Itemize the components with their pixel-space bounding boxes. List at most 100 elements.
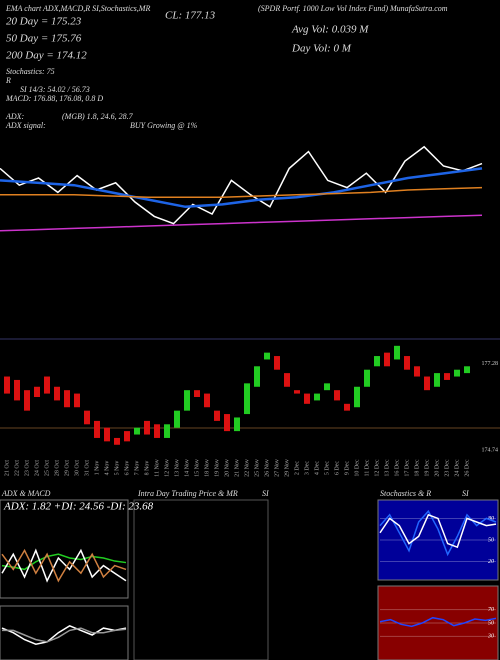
close: CL: 177.13 xyxy=(165,10,216,22)
candle xyxy=(414,366,420,377)
candle xyxy=(64,390,70,408)
x-tick-label: 20 Nov xyxy=(224,459,230,477)
y-tick-label: 80 xyxy=(488,516,494,522)
x-tick-label: 12 Dec xyxy=(374,459,380,476)
candle xyxy=(194,390,200,397)
candle xyxy=(394,345,400,360)
series-line xyxy=(0,214,483,232)
x-tick-label: 10 Dec xyxy=(354,459,360,476)
y-tick-label: 177.28 xyxy=(482,361,499,367)
candle xyxy=(234,417,240,432)
adx-values: (MGB) 1.8, 24.6, 28.7 xyxy=(62,112,134,121)
ema20: 20 Day = 175.23 xyxy=(6,16,82,28)
x-tick-label: 3 Dec xyxy=(304,461,310,475)
x-tick-label: 5 Nov xyxy=(114,461,120,476)
adx: ADX: xyxy=(5,112,25,121)
x-tick-label: 19 Dec xyxy=(424,459,430,476)
candle xyxy=(334,390,340,401)
x-tick-label: 28 Oct xyxy=(54,460,60,476)
x-tick-label: 24 Oct xyxy=(34,460,40,476)
x-tick-label: 13 Dec xyxy=(384,459,390,476)
rsi: SI 14/3: 54.02 / 56.73 xyxy=(20,85,90,94)
stoch: Stochastics: 75 xyxy=(6,67,55,76)
series-line xyxy=(379,616,497,628)
tabs: EMA chart ADX,MACD,R SI,Stochastics,MR xyxy=(5,4,150,13)
x-tick-label: 14 Nov xyxy=(184,459,190,477)
panel-frame xyxy=(0,499,129,599)
x-tick-label: 6 Nov xyxy=(124,461,130,476)
x-tick-label: 15 Nov xyxy=(194,459,200,477)
y-tick-label: 20 xyxy=(488,559,494,565)
candle xyxy=(104,427,110,442)
panel-title: ADX & MACD xyxy=(1,489,51,498)
candle xyxy=(114,437,120,445)
adx-signal-value: BUY Growing @ 1% xyxy=(130,121,198,130)
candle xyxy=(364,369,370,387)
candle xyxy=(54,386,60,401)
macd: MACD: 176.88, 176.08, 0.8 D xyxy=(5,94,103,103)
x-tick-label: 26 Dec xyxy=(464,459,470,476)
ema200: 200 Day = 174.12 xyxy=(6,50,87,62)
panel-title: SI xyxy=(262,489,269,498)
series-line xyxy=(379,513,497,549)
candle xyxy=(204,393,210,408)
candle xyxy=(304,393,310,404)
candle xyxy=(464,366,470,374)
x-tick-label: 16 Dec xyxy=(394,459,400,476)
x-tick-label: 8 Nov xyxy=(144,461,150,476)
candle xyxy=(254,366,260,387)
panel-title: Intra Day Trading Price & MR xyxy=(137,489,238,498)
x-tick-label: 5 Dec xyxy=(324,461,330,475)
series-line xyxy=(379,509,497,557)
panel-title: SI xyxy=(462,489,469,498)
candle xyxy=(154,424,160,438)
candle xyxy=(344,403,350,411)
candle xyxy=(134,427,140,435)
candle xyxy=(84,410,90,425)
adx-signal: ADX signal: xyxy=(5,121,46,130)
candle xyxy=(34,386,40,397)
y-tick-label: 70 xyxy=(488,607,494,613)
candle xyxy=(44,376,50,394)
x-tick-label: 6 Dec xyxy=(334,461,340,475)
avg-vol: Avg Vol: 0.039 M xyxy=(291,24,369,36)
candle xyxy=(374,356,380,367)
x-tick-label: 11 Dec xyxy=(364,459,370,476)
candle xyxy=(184,390,190,411)
candle xyxy=(244,383,250,415)
series-line xyxy=(2,627,127,643)
x-tick-label: 22 Nov xyxy=(244,459,250,477)
x-tick-label: 12 Nov xyxy=(164,459,170,477)
x-tick-label: 30 Oct xyxy=(74,460,80,476)
candle xyxy=(224,414,230,432)
x-tick-label: 11 Nov xyxy=(154,459,160,477)
x-tick-label: 18 Nov xyxy=(204,459,210,477)
candle xyxy=(214,410,220,421)
series-line xyxy=(1,553,127,571)
x-tick-label: 17 Dec xyxy=(404,459,410,476)
candle xyxy=(14,379,20,401)
candle xyxy=(294,390,300,394)
candle xyxy=(444,373,450,380)
x-tick-label: 31 Oct xyxy=(84,460,90,476)
x-tick-label: 4 Dec xyxy=(314,461,320,475)
y-tick-label: 30 xyxy=(487,634,494,640)
x-tick-label: 4 Nov xyxy=(104,461,110,476)
candle xyxy=(174,410,180,428)
x-tick-label: 21 Nov xyxy=(234,459,240,477)
x-tick-label: 23 Dec xyxy=(444,459,450,476)
candle xyxy=(384,352,390,367)
x-tick-label: 13 Nov xyxy=(174,459,180,477)
candle xyxy=(454,369,460,377)
ema50: 50 Day = 175.76 xyxy=(6,33,82,45)
x-tick-label: 27 Nov xyxy=(274,459,280,477)
x-tick-label: 9 Dec xyxy=(344,461,350,475)
x-tick-label: 29 Oct xyxy=(64,460,70,476)
x-tick-label: 24 Dec xyxy=(454,459,460,476)
candle xyxy=(314,393,320,401)
source: (SPDR Portf. 1000 Low Vol Index Fund) Mu… xyxy=(258,4,448,13)
series-line xyxy=(0,167,483,209)
x-tick-label: 29 Nov xyxy=(284,459,290,477)
r: R xyxy=(5,76,11,85)
